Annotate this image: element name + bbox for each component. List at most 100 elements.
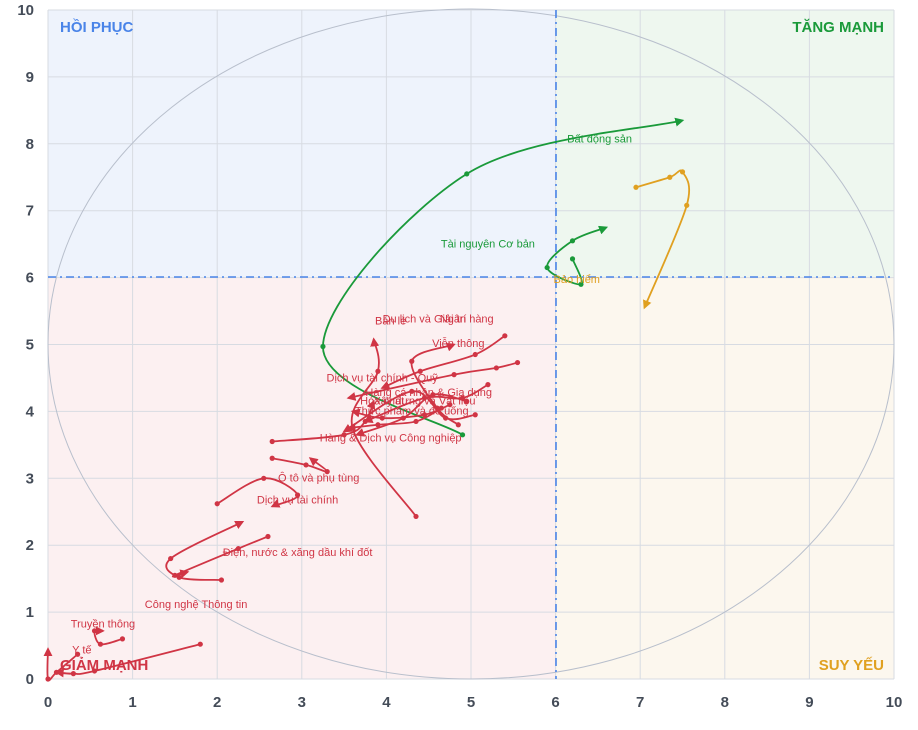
series-point — [294, 492, 301, 498]
reference-ellipse — [47, 8, 895, 680]
series-du-lich-va-giai-tri[interactable] — [346, 359, 521, 401]
series-point — [324, 469, 330, 475]
x-tick-label: 6 — [551, 694, 559, 711]
series-point — [667, 174, 673, 180]
series-path — [272, 457, 329, 473]
series-point — [430, 392, 436, 398]
quadrant-label-recovery: HỒI PHỤC — [60, 18, 134, 36]
y-tick-label: 4 — [26, 403, 35, 420]
y-tick-label: 6 — [26, 270, 34, 287]
series-label-cong-nghe-thong-tin: Công nghệ Thông tin — [145, 599, 248, 611]
series-label-bao-hiem: Bảo hiểm — [554, 274, 600, 286]
series-point — [269, 455, 275, 461]
series-point — [97, 641, 104, 647]
series-dich-vu-tai-chinh-quy[interactable] — [342, 388, 478, 433]
series-label-vien-thong: Viễn thông — [432, 337, 484, 350]
series-point — [684, 202, 690, 208]
quadrant-label-weak: SUY YẾU — [819, 657, 884, 674]
series-label-du-lich-va-giai-tri: Du lịch và Giải trí — [383, 313, 467, 325]
series-point — [269, 438, 275, 445]
quadrant-label-strong: TĂNG MẠNH — [792, 19, 884, 36]
series-point — [472, 412, 478, 418]
series-point — [409, 388, 415, 394]
series-point — [455, 422, 461, 428]
series-hang-ca-nhan-gia-dung[interactable] — [363, 382, 491, 423]
series-point — [168, 555, 174, 562]
series-point — [75, 651, 81, 657]
series-point — [485, 382, 491, 388]
series-point — [421, 412, 428, 418]
series-y-te[interactable] — [54, 641, 203, 678]
series-label-tai-nguyen-co-ban: Tài nguyên Cơ bản — [441, 238, 535, 250]
series-point — [493, 365, 499, 371]
series-point — [70, 671, 76, 677]
series-tai-nguyen-co-ban[interactable] — [544, 225, 609, 287]
x-tick-label: 10 — [886, 694, 903, 711]
series-point — [235, 545, 241, 552]
series-point — [214, 501, 220, 507]
series-o-to-va-phu-tung[interactable] — [269, 455, 330, 475]
series-point — [261, 475, 267, 481]
series-point — [679, 169, 686, 175]
series-hang-dich-vu-cong-nghiep[interactable] — [269, 399, 376, 445]
series-point — [438, 405, 444, 411]
x-tick-label: 4 — [382, 694, 391, 711]
series-point — [362, 418, 368, 425]
series-point — [53, 669, 60, 675]
y-tick-label: 8 — [26, 136, 34, 153]
series-giam-manh-tail[interactable] — [43, 647, 81, 682]
series-point — [459, 432, 466, 438]
series-point — [447, 402, 453, 408]
series-point — [45, 676, 51, 682]
series-bao-hiem[interactable] — [633, 169, 691, 310]
series-point — [341, 432, 347, 438]
series-path — [346, 361, 518, 401]
x-tick-label: 8 — [721, 694, 729, 711]
series-path — [342, 390, 476, 433]
series-label-dien-nuoc-xang-dau-khi-dot: Điện, nước & xăng dầu khí đốt — [223, 547, 373, 559]
series-label-hang-dich-vu-cong-nghiep: Hàng & Dịch vụ Công nghiệp — [320, 433, 462, 445]
series-point — [218, 577, 225, 583]
series-point — [91, 668, 98, 674]
series-point — [472, 351, 478, 358]
series-bat-dong-san[interactable] — [320, 117, 685, 438]
y-tick-label: 1 — [26, 604, 34, 621]
series-path — [165, 520, 245, 581]
x-tick-label: 5 — [467, 694, 475, 711]
series-point — [451, 372, 457, 378]
series-label-ngan-hang: Ngân hàng — [440, 313, 494, 325]
series-cong-nghe-thong-tin[interactable] — [165, 520, 245, 583]
series-label-bat-dong-san: Bất động sản — [567, 133, 632, 145]
series-label-ban-le: Bán lẻ — [375, 315, 406, 327]
series-point — [544, 264, 550, 271]
series-point — [375, 368, 381, 374]
series-label-o-to-va-phu-tung: Ô tô và phụ tùng — [278, 472, 359, 485]
series-label-hoa-chat: Hóa chất — [360, 396, 404, 408]
series-label-hang-ca-nhan-gia-dung: Hàng cá nhân & Gia dụng — [365, 387, 492, 399]
series-label-xay-dung-va-vat-lieu: Xây dựng và Vật liệu — [373, 396, 475, 408]
series-point — [119, 636, 126, 642]
x-tick-label: 7 — [636, 694, 644, 711]
x-tick-label: 2 — [213, 694, 221, 711]
series-point — [197, 641, 203, 647]
series-point — [464, 398, 470, 404]
y-tick-label: 3 — [26, 470, 34, 487]
y-tick-label: 7 — [26, 203, 34, 220]
series-label-y-te: Y tế — [72, 645, 91, 657]
series-point — [443, 415, 449, 421]
series-dich-vu-tai-chinh[interactable] — [214, 475, 301, 508]
series-point — [502, 333, 508, 339]
series-point — [409, 358, 415, 364]
series-point — [320, 343, 326, 350]
series-point — [633, 184, 639, 190]
y-tick-label: 9 — [26, 69, 34, 86]
y-tick-label: 0 — [26, 671, 34, 688]
series-point — [413, 513, 419, 520]
series-point — [379, 415, 385, 421]
y-tick-label: 10 — [17, 2, 34, 19]
series-point — [91, 628, 98, 634]
series-point — [417, 368, 423, 374]
series-ngan-hang[interactable] — [380, 333, 508, 390]
series-truyen-thong[interactable] — [91, 626, 126, 647]
series-path — [93, 626, 123, 646]
